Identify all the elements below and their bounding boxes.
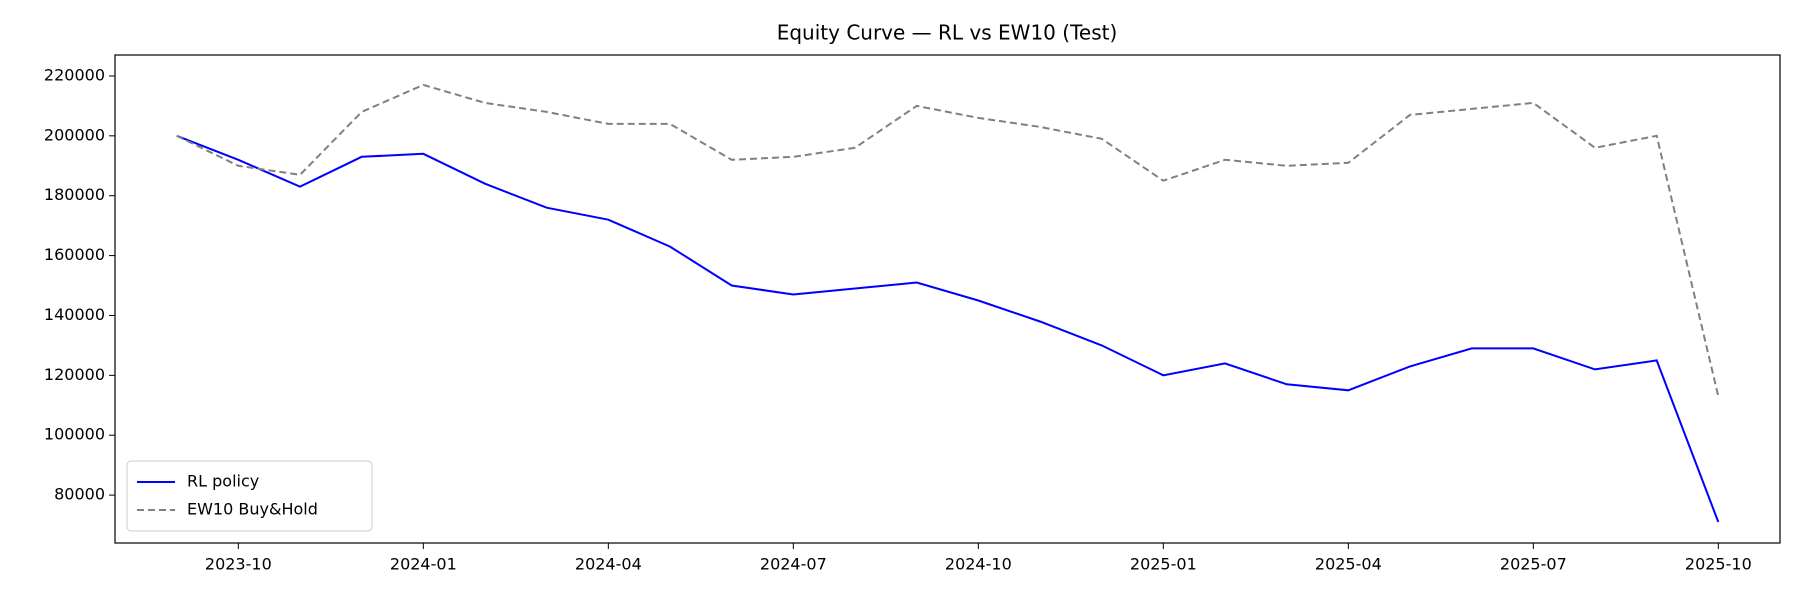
x-tick-label: 2025-07 (1500, 555, 1567, 574)
x-tick-label: 2023-10 (205, 555, 272, 574)
x-tick-label: 2025-10 (1685, 555, 1752, 574)
x-tick-label: 2024-04 (575, 555, 642, 574)
legend-label: RL policy (187, 472, 259, 491)
y-tick-label: 180000 (44, 185, 105, 204)
y-tick-label: 100000 (44, 425, 105, 444)
y-tick-label: 160000 (44, 245, 105, 264)
x-tick-label: 2025-04 (1315, 555, 1382, 574)
x-tick-label: 2024-01 (390, 555, 457, 574)
y-tick-label: 200000 (44, 125, 105, 144)
chart-title: Equity Curve — RL vs EW10 (Test) (777, 21, 1118, 45)
plot-frame (114, 54, 1781, 544)
y-tick-label: 120000 (44, 365, 105, 384)
y-tick-label: 220000 (44, 65, 105, 84)
legend-box (126, 460, 373, 532)
legend-label: EW10 Buy&Hold (187, 500, 318, 519)
y-tick-label: 80000 (54, 485, 105, 504)
series-line (176, 134, 1720, 523)
x-tick-label: 2025-01 (1130, 555, 1197, 574)
y-tick-label: 140000 (44, 305, 105, 324)
x-tick-label: 2024-07 (760, 555, 827, 574)
x-tick-label: 2024-10 (945, 555, 1012, 574)
series-line (176, 83, 1720, 397)
